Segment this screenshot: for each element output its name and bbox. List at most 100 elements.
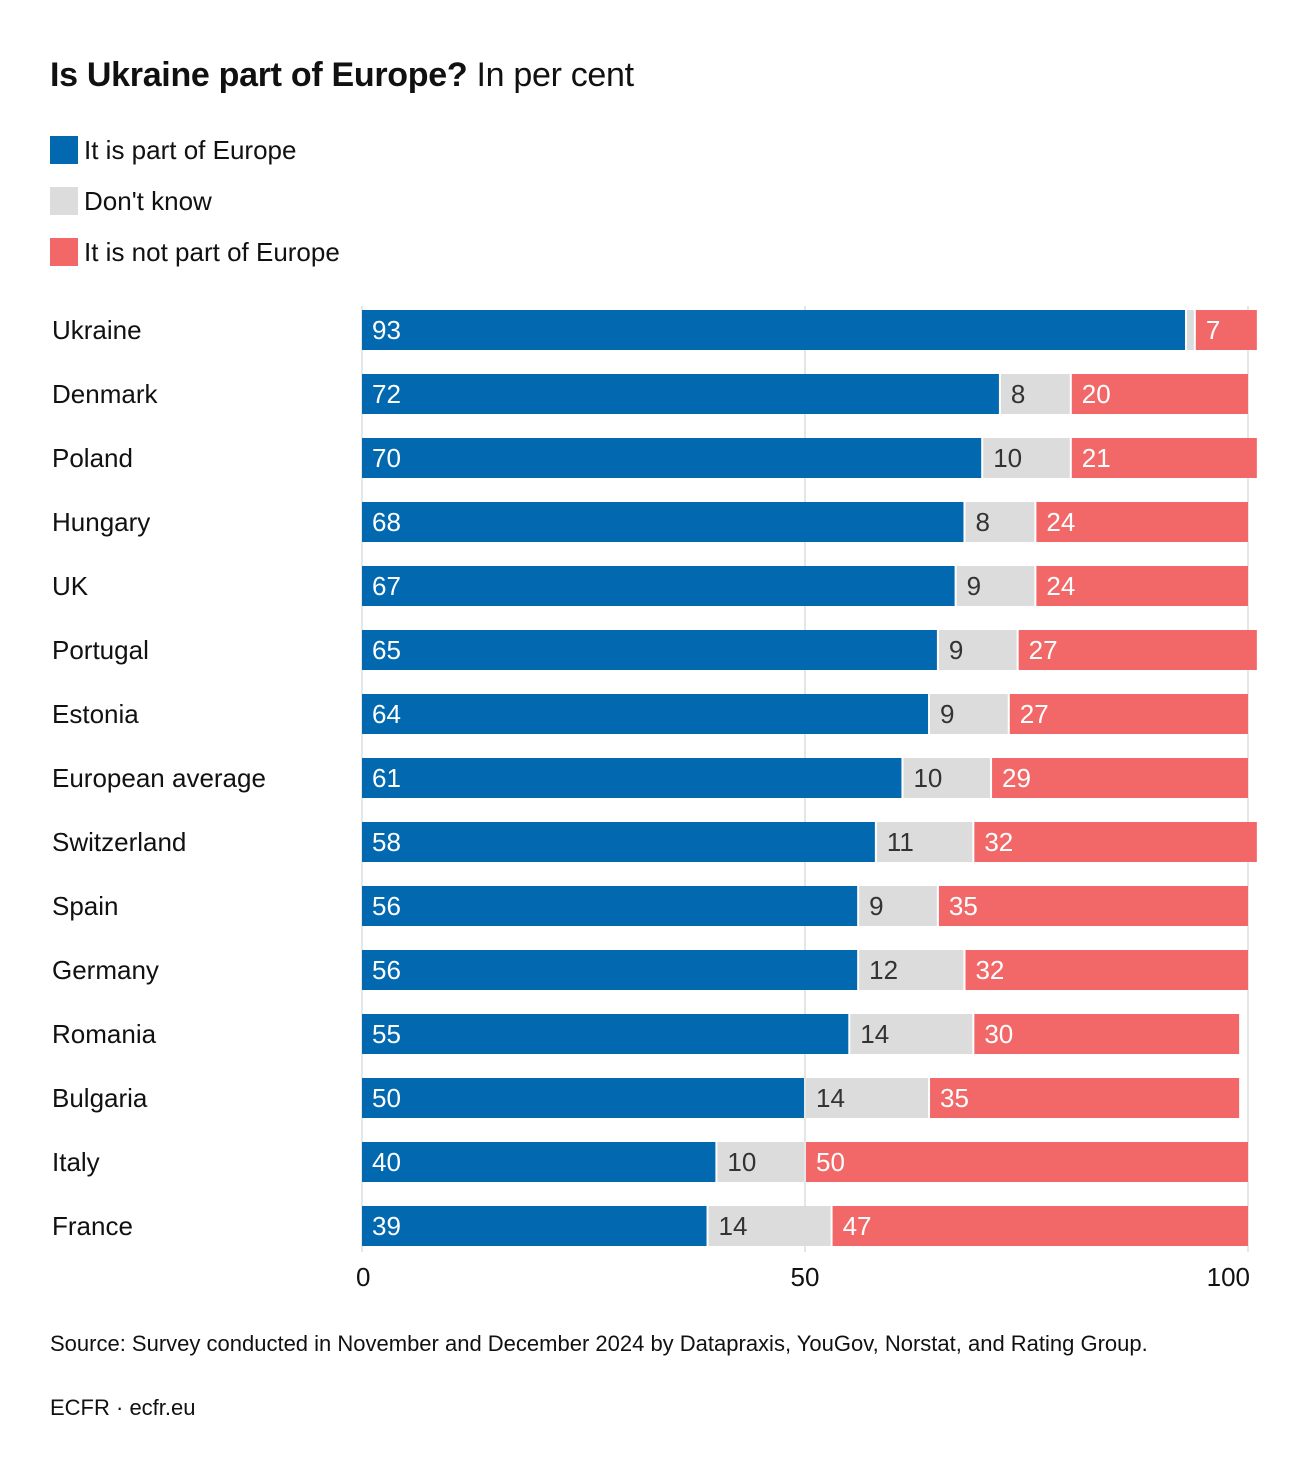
- bar-segment-dont-know: [930, 694, 1008, 734]
- bar-segment-part: [362, 1142, 716, 1182]
- category-label: Estonia: [52, 699, 139, 729]
- category-label: Italy: [52, 1147, 100, 1177]
- bar-segment-dont-know: [1186, 310, 1194, 350]
- credit-line: ECFR · ecfr.eu: [50, 1395, 196, 1420]
- data-label-not-part: 30: [984, 1019, 1013, 1049]
- bar-segment-not-part: [992, 758, 1248, 798]
- category-label: Denmark: [52, 379, 158, 409]
- bars: 93 7 72 8 20 70 10 21 68 8 24 67 9 24 65 9 27 64 9 27 61 10 29…: [362, 310, 1257, 1246]
- data-label-part: 56: [372, 891, 401, 921]
- bar-segment-not-part: [974, 822, 1257, 862]
- data-label-part: 39: [372, 1211, 401, 1241]
- data-label-not-part: 32: [984, 827, 1013, 857]
- category-labels: Ukraine Denmark Poland Hungary UK Portugal Est…: [52, 315, 266, 1241]
- bar-segment-dont-know: [938, 630, 1017, 670]
- bar-row: 50 14 35: [362, 1078, 1240, 1118]
- legend-label-not-part: It is not part of Europe: [84, 236, 340, 267]
- bar-segment-part: [362, 694, 929, 734]
- data-label-dont-know: 8: [1011, 379, 1025, 409]
- data-label-part: 61: [372, 763, 401, 793]
- data-label-part: 93: [372, 315, 401, 345]
- data-label-part: 40: [372, 1147, 401, 1177]
- bar-segment-not-part: [1036, 502, 1248, 542]
- bar-row: 64 9 27: [362, 694, 1248, 734]
- data-label-dont-know: 8: [975, 507, 989, 537]
- bar-segment-not-part: [930, 1078, 1240, 1118]
- data-label-part: 55: [372, 1019, 401, 1049]
- data-label-dont-know: 10: [993, 443, 1022, 473]
- bar-segment-not-part: [1018, 630, 1257, 670]
- bar-row: 68 8 24: [362, 502, 1248, 542]
- legend-item-not-part: It is not part of Europe: [50, 236, 340, 267]
- bar-segment-not-part: [965, 950, 1248, 990]
- data-label-not-part: 20: [1082, 379, 1111, 409]
- bar-segment-part: [362, 1014, 849, 1054]
- bar-segment-dont-know: [859, 950, 964, 990]
- bar-row: 65 9 27: [362, 630, 1257, 670]
- bar-row: 67 9 24: [362, 566, 1248, 606]
- bar-segment-part: [362, 758, 902, 798]
- bar-segment-dont-know: [876, 822, 973, 862]
- bar-segment-dont-know: [850, 1014, 973, 1054]
- bar-row: 70 10 21: [362, 438, 1257, 478]
- data-label-part: 64: [372, 699, 401, 729]
- bar-segment-not-part: [1071, 374, 1248, 414]
- legend-swatch-dont-know: [50, 187, 78, 215]
- data-label-part: 70: [372, 443, 401, 473]
- bar-segment-dont-know: [983, 438, 1070, 478]
- category-label: Germany: [52, 955, 159, 985]
- bar-segment-not-part: [1036, 566, 1248, 606]
- data-label-part: 68: [372, 507, 401, 537]
- x-tick-label: 50: [791, 1262, 820, 1292]
- bar-segment-part: [362, 566, 955, 606]
- category-label: UK: [52, 571, 89, 601]
- bar-segment-not-part: [938, 886, 1248, 926]
- bar-segment-dont-know: [806, 1078, 929, 1118]
- category-label: Hungary: [52, 507, 150, 537]
- data-label-not-part: 27: [1029, 635, 1058, 665]
- bar-segment-not-part: [832, 1206, 1248, 1246]
- legend-label-part: It is part of Europe: [84, 134, 297, 165]
- bar-segment-part: [362, 886, 858, 926]
- stacked-bar-chart: 93 7 72 8 20 70 10 21 68 8 24 67 9 24 65 9 27 64 9 27 61 10 29…: [52, 306, 1257, 1292]
- bar-segment-part: [362, 502, 964, 542]
- x-tick-label: 100: [1207, 1262, 1250, 1292]
- data-label-dont-know: 9: [967, 571, 981, 601]
- bar-segment-not-part: [974, 1014, 1240, 1054]
- category-label: Romania: [52, 1019, 157, 1049]
- bar-segment-part: [362, 630, 937, 670]
- bar-segment-dont-know: [708, 1206, 831, 1246]
- data-label-dont-know: 12: [869, 955, 898, 985]
- source-note: Source: Survey conducted in November and…: [50, 1331, 1148, 1356]
- bar-segment-dont-know: [717, 1142, 804, 1182]
- bar-segment-dont-know: [859, 886, 937, 926]
- bar-segment-not-part: [1009, 694, 1248, 734]
- data-label-dont-know: 9: [869, 891, 883, 921]
- bar-row: 55 14 30: [362, 1014, 1240, 1054]
- bar-segment-part: [362, 822, 875, 862]
- data-label-not-part: 21: [1082, 443, 1111, 473]
- category-label: Bulgaria: [52, 1083, 148, 1113]
- chart-title: Is Ukraine part of Europe? In per cent: [50, 56, 634, 95]
- legend-item-dont-know: Don't know: [50, 186, 340, 216]
- chart-title-main: Is Ukraine part of Europe?: [50, 56, 468, 94]
- data-label-part: 56: [372, 955, 401, 985]
- bar-row: 61 10 29: [362, 758, 1248, 798]
- bar-segment-not-part: [1071, 438, 1257, 478]
- data-label-dont-know: 10: [727, 1147, 756, 1177]
- data-label-dont-know: 10: [913, 763, 942, 793]
- chart-title-unit: In per cent: [467, 56, 634, 94]
- bar-segment-part: [362, 310, 1185, 350]
- data-label-dont-know: 9: [940, 699, 954, 729]
- data-label-not-part: 47: [843, 1211, 872, 1241]
- bar-segment-dont-know: [903, 758, 991, 798]
- legend-item-part: It is part of Europe: [50, 134, 340, 165]
- bar-segment-part: [362, 374, 999, 414]
- data-label-not-part: 27: [1020, 699, 1049, 729]
- bar-segment-part: [362, 950, 858, 990]
- bar-row: 58 11 32: [362, 822, 1257, 862]
- legend-swatch-part: [50, 136, 78, 164]
- data-label-dont-know: 11: [887, 827, 914, 857]
- data-label-part: 58: [372, 827, 401, 857]
- bar-row: 39 14 47: [362, 1206, 1248, 1246]
